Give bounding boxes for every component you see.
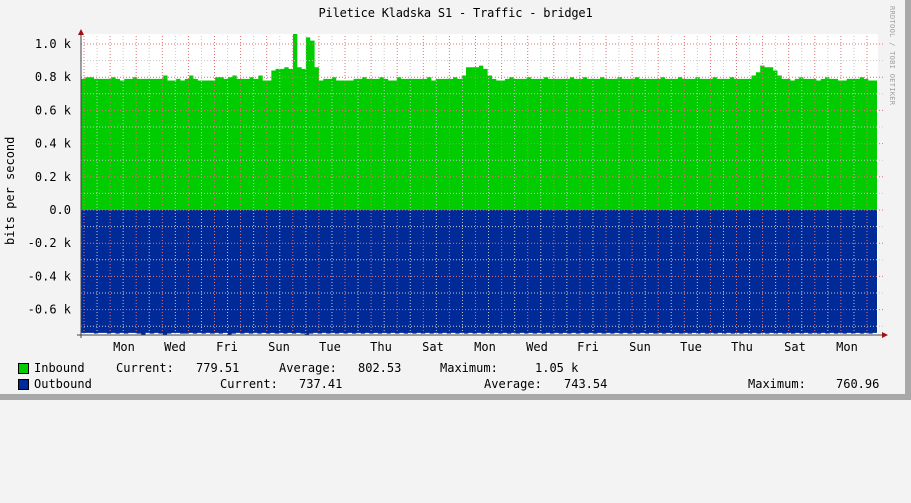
x-tick-label: Sun bbox=[629, 340, 651, 354]
x-tick-label: Fri bbox=[577, 340, 599, 354]
legend-inbound-average: 802.53 bbox=[358, 361, 402, 375]
legend-inbound-maximum-label: Maximum: bbox=[440, 361, 498, 375]
x-tick-label: Sun bbox=[268, 340, 290, 354]
x-tick-label: Tue bbox=[680, 340, 702, 354]
legend-inbound-current: 779.51 bbox=[196, 361, 240, 375]
x-tick-label: Sat bbox=[784, 340, 806, 354]
y-tick-label: 0.2 k bbox=[35, 170, 72, 184]
x-tick-label: Wed bbox=[526, 340, 548, 354]
x-tick-label: Fri bbox=[216, 340, 238, 354]
y-tick-label: 0.4 k bbox=[35, 137, 72, 151]
legend-outbound-average-label: Average: bbox=[484, 377, 542, 391]
legend-inbound-name: Inbound bbox=[34, 361, 85, 375]
x-tick-label: Mon bbox=[113, 340, 135, 354]
y-tick-label: 0.8 k bbox=[35, 70, 72, 84]
axes bbox=[77, 29, 888, 338]
y-tick-label: 0.0 bbox=[49, 203, 71, 217]
x-axis-ticks: Mon Wed Fri Sun Tue Thu Sat Mon Wed Fri Sun Tue Thu S… bbox=[113, 340, 858, 354]
legend-inbound-average-label: Average: bbox=[279, 361, 337, 375]
x-tick-label: Wed bbox=[164, 340, 186, 354]
legend-inbound: Inbound Current: 779.51 Average: 802.53 … bbox=[18, 361, 578, 375]
rrdtool-watermark: RRDTOOL / TOBI OETIKER bbox=[888, 6, 896, 106]
chart-title: Piletice Kladska S1 - Traffic - bridge1 bbox=[318, 6, 593, 20]
legend-outbound-name: Outbound bbox=[34, 377, 92, 391]
legend-outbound: Outbound Current: 737.41 Average: 743.54… bbox=[18, 377, 879, 391]
traffic-plot: 1.0 k 0.8 k 0.6 k 0.4 k 0.2 k 0.0 -0.2 k -0.4 k… bbox=[28, 29, 888, 354]
inbound-swatch-icon bbox=[18, 363, 29, 374]
y-tick-label: -0.4 k bbox=[28, 269, 72, 283]
y-tick-label: -0.2 k bbox=[28, 236, 72, 250]
y-axis-ticks: 1.0 k 0.8 k 0.6 k 0.4 k 0.2 k 0.0 -0.2 k -0.4 k… bbox=[28, 37, 72, 317]
x-axis-arrow-icon bbox=[882, 332, 888, 338]
y-tick-label: -0.6 k bbox=[28, 303, 72, 317]
x-tick-label: Thu bbox=[731, 340, 753, 354]
x-tick-label: Tue bbox=[319, 340, 341, 354]
y-tick-label: 1.0 k bbox=[35, 37, 72, 51]
x-tick-label: Thu bbox=[370, 340, 392, 354]
x-tick-label: Mon bbox=[474, 340, 496, 354]
grid-lines bbox=[81, 36, 883, 335]
x-tick-label: Mon bbox=[836, 340, 858, 354]
legend-outbound-current: 737.41 bbox=[299, 377, 343, 391]
legend-outbound-maximum: 760.96 bbox=[836, 377, 880, 391]
legend-inbound-current-label: Current: bbox=[116, 361, 174, 375]
legend-outbound-maximum-label: Maximum: bbox=[748, 377, 806, 391]
legend-inbound-maximum: 1.05 k bbox=[535, 361, 579, 375]
x-tick-label: Sat bbox=[422, 340, 444, 354]
legend-outbound-average: 743.54 bbox=[564, 377, 608, 391]
legend-outbound-current-label: Current: bbox=[220, 377, 278, 391]
outbound-area bbox=[81, 210, 877, 336]
outbound-swatch-icon bbox=[18, 379, 29, 390]
y-axis-arrow-icon bbox=[78, 29, 84, 35]
y-tick-label: 0.6 k bbox=[35, 103, 72, 117]
